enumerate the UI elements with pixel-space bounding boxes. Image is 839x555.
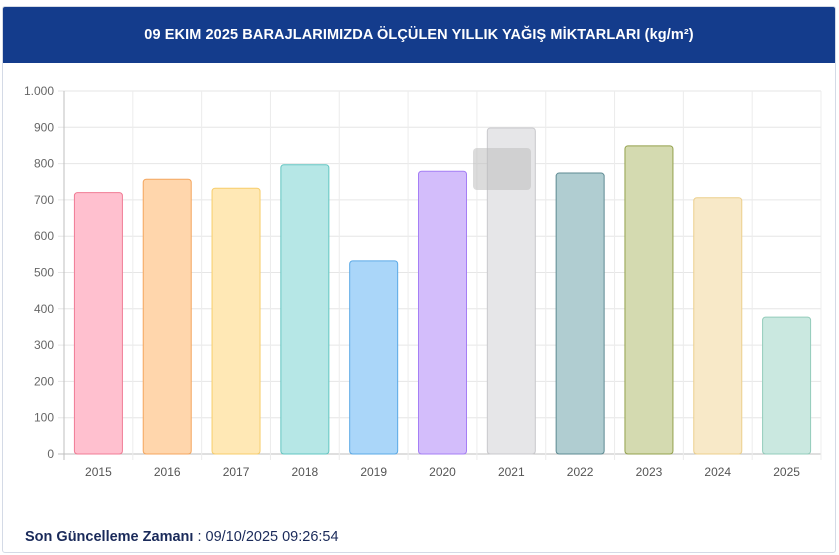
last-update-label: Son Güncelleme Zamanı	[25, 529, 194, 545]
y-tick-label: 600	[34, 229, 54, 243]
last-update: Son Güncelleme Zamanı : 09/10/2025 09:26…	[25, 529, 339, 545]
bar-2018[interactable]	[280, 164, 330, 455]
bar-2019[interactable]	[349, 260, 399, 455]
chart-title: 09 EKIM 2025 BARAJLARIMIZDA ÖLÇÜLEN YILL…	[144, 27, 694, 43]
hover-tooltip	[473, 148, 531, 190]
bar-2022[interactable]	[555, 172, 605, 455]
bar-2017[interactable]	[211, 187, 261, 455]
x-tick-label: 2023	[636, 465, 663, 479]
y-tick-label: 300	[34, 338, 54, 352]
bar-2015[interactable]	[73, 192, 123, 455]
bar-2023[interactable]	[624, 145, 674, 455]
bar-2025[interactable]	[762, 316, 812, 455]
y-tick-label: 700	[34, 193, 54, 207]
x-tick-label: 2016	[154, 465, 181, 479]
last-update-value: 09/10/2025 09:26:54	[205, 529, 339, 545]
bar-2016[interactable]	[142, 178, 192, 455]
bar-2024[interactable]	[693, 197, 743, 455]
x-tick-label: 2017	[223, 465, 250, 479]
x-tick-label: 2022	[567, 465, 594, 479]
y-tick-label: 100	[34, 411, 54, 425]
x-tick-label: 2018	[292, 465, 319, 479]
y-tick-label: 900	[34, 120, 54, 134]
y-tick-label: 0	[47, 447, 54, 461]
x-tick-label: 2020	[429, 465, 456, 479]
y-tick-label: 200	[34, 374, 54, 388]
bar-chart: 0 100 200 300 400 500 600 700 800 900 1.000 2015 201…	[24, 84, 822, 479]
x-tick-label: 2015	[85, 465, 112, 479]
y-tick-label: 400	[34, 302, 54, 316]
chart-header: 09 EKIM 2025 BARAJLARIMIZDA ÖLÇÜLEN YILL…	[3, 7, 835, 63]
bar-2021[interactable]	[486, 127, 536, 455]
x-tick-label: 2024	[704, 465, 731, 479]
x-tick-label: 2025	[773, 465, 800, 479]
last-update-separator: :	[193, 529, 206, 545]
bar-2020[interactable]	[418, 170, 467, 455]
y-tick-label: 1.000	[24, 84, 54, 98]
x-tick-label: 2019	[360, 465, 387, 479]
y-tick-label: 800	[34, 157, 54, 171]
y-tick-label: 500	[34, 266, 54, 280]
chart-card: 09 EKIM 2025 BARAJLARIMIZDA ÖLÇÜLEN YILL…	[2, 6, 836, 553]
x-tick-label: 2021	[498, 465, 525, 479]
